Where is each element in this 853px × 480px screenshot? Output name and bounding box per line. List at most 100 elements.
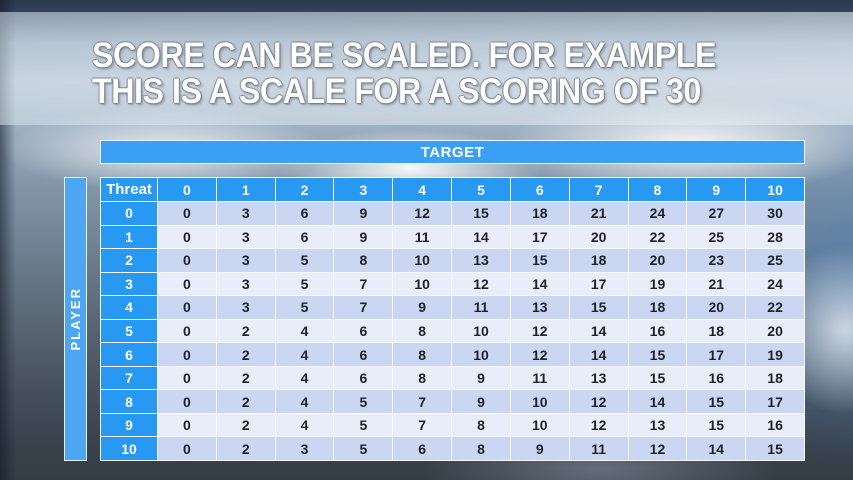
value-cell: 17: [746, 390, 804, 413]
col-header-8: 8: [628, 178, 687, 201]
row-header-9: 9: [101, 413, 157, 437]
value-cell: 13: [510, 296, 569, 319]
value-cell: 8: [393, 343, 452, 366]
value-cell: 14: [452, 225, 510, 249]
value-cell: 24: [746, 272, 804, 296]
value-cell: 2: [216, 413, 275, 437]
value-cell: 30: [746, 202, 804, 225]
value-cell: 16: [687, 366, 746, 390]
value-cell: 5: [275, 296, 334, 319]
value-cell: 4: [275, 343, 334, 366]
value-cell: 0: [158, 202, 216, 225]
col-header-9: 9: [687, 178, 746, 201]
value-cell: 20: [687, 296, 746, 319]
value-cell: 4: [275, 319, 334, 343]
col-header-2: 2: [275, 178, 334, 201]
value-cell: 2: [216, 437, 275, 460]
value-cell: 27: [687, 202, 746, 225]
col-header-0: 0: [158, 178, 216, 201]
value-cell: 19: [628, 272, 687, 296]
row-header-5: 5: [101, 319, 157, 343]
value-cell: 14: [687, 437, 746, 460]
value-cell: 5: [334, 413, 393, 437]
value-cell: 20: [569, 225, 628, 249]
value-cell: 23: [687, 249, 746, 272]
value-cell: 14: [510, 272, 569, 296]
value-cell: 21: [569, 202, 628, 225]
value-cell: 0: [158, 366, 216, 390]
value-cell: 3: [216, 296, 275, 319]
value-cell: 10: [393, 272, 452, 296]
value-cell: 10: [510, 413, 569, 437]
value-cell: 0: [158, 319, 216, 343]
value-cell: 12: [569, 413, 628, 437]
row-header-3: 3: [101, 272, 157, 296]
value-cell: 15: [452, 202, 510, 225]
value-cell: 15: [687, 390, 746, 413]
value-cell: 10: [452, 319, 510, 343]
value-cell: 10: [393, 249, 452, 272]
value-cell: 7: [334, 296, 393, 319]
row-header-7: 7: [101, 366, 157, 390]
value-cell: 6: [334, 343, 393, 366]
value-cell: 18: [510, 202, 569, 225]
row-header-10: 10: [101, 437, 157, 460]
value-cell: 15: [569, 296, 628, 319]
value-cell: 14: [569, 343, 628, 366]
col-header-1: 1: [216, 178, 275, 201]
value-cell: 9: [334, 225, 393, 249]
value-cell: 13: [628, 413, 687, 437]
value-cell: 15: [628, 366, 687, 390]
title-line-2: THIS IS A SCALE FOR A SCORING OF 30: [92, 72, 701, 111]
value-cell: 6: [393, 437, 452, 460]
value-cell: 11: [510, 366, 569, 390]
value-cell: 28: [746, 225, 804, 249]
value-cell: 17: [687, 343, 746, 366]
value-cell: 12: [510, 343, 569, 366]
value-cell: 11: [569, 437, 628, 460]
col-header-3: 3: [334, 178, 393, 201]
value-cell: 11: [393, 225, 452, 249]
corner-cell-threat: Threat: [101, 178, 157, 201]
value-cell: 10: [510, 390, 569, 413]
player-axis-header: PLAYER: [64, 177, 87, 461]
value-cell: 0: [158, 343, 216, 366]
player-axis-label: PLAYER: [68, 287, 83, 351]
value-cell: 14: [628, 390, 687, 413]
value-cell: 0: [158, 225, 216, 249]
row-header-4: 4: [101, 296, 157, 319]
value-cell: 12: [393, 202, 452, 225]
value-cell: 7: [334, 272, 393, 296]
value-cell: 7: [393, 413, 452, 437]
value-cell: 5: [334, 390, 393, 413]
value-cell: 4: [275, 390, 334, 413]
value-cell: 24: [628, 202, 687, 225]
value-cell: 2: [216, 319, 275, 343]
value-cell: 18: [687, 319, 746, 343]
title-line-1: SCORE CAN BE SCALED. FOR EXAMPLE: [92, 36, 716, 75]
col-header-7: 7: [569, 178, 628, 201]
value-cell: 16: [746, 413, 804, 437]
value-cell: 15: [628, 343, 687, 366]
value-cell: 13: [569, 366, 628, 390]
value-cell: 21: [687, 272, 746, 296]
row-header-0: 0: [101, 202, 157, 225]
value-cell: 17: [569, 272, 628, 296]
value-cell: 22: [628, 225, 687, 249]
row-header-8: 8: [101, 390, 157, 413]
value-cell: 9: [452, 390, 510, 413]
score-matrix-table: Threat 0 1 2 3 4 5 6 7 8 9 10 0 0 3 6 9 12 15 18 21 24 27 30 1 0 3…: [100, 177, 805, 461]
value-cell: 4: [275, 413, 334, 437]
row-header-1: 1: [101, 225, 157, 249]
value-cell: 6: [334, 366, 393, 390]
value-cell: 7: [393, 390, 452, 413]
value-cell: 25: [687, 225, 746, 249]
value-cell: 4: [275, 366, 334, 390]
value-cell: 8: [452, 413, 510, 437]
value-cell: 12: [510, 319, 569, 343]
value-cell: 0: [158, 390, 216, 413]
value-cell: 16: [628, 319, 687, 343]
value-cell: 8: [393, 319, 452, 343]
value-cell: 5: [275, 272, 334, 296]
